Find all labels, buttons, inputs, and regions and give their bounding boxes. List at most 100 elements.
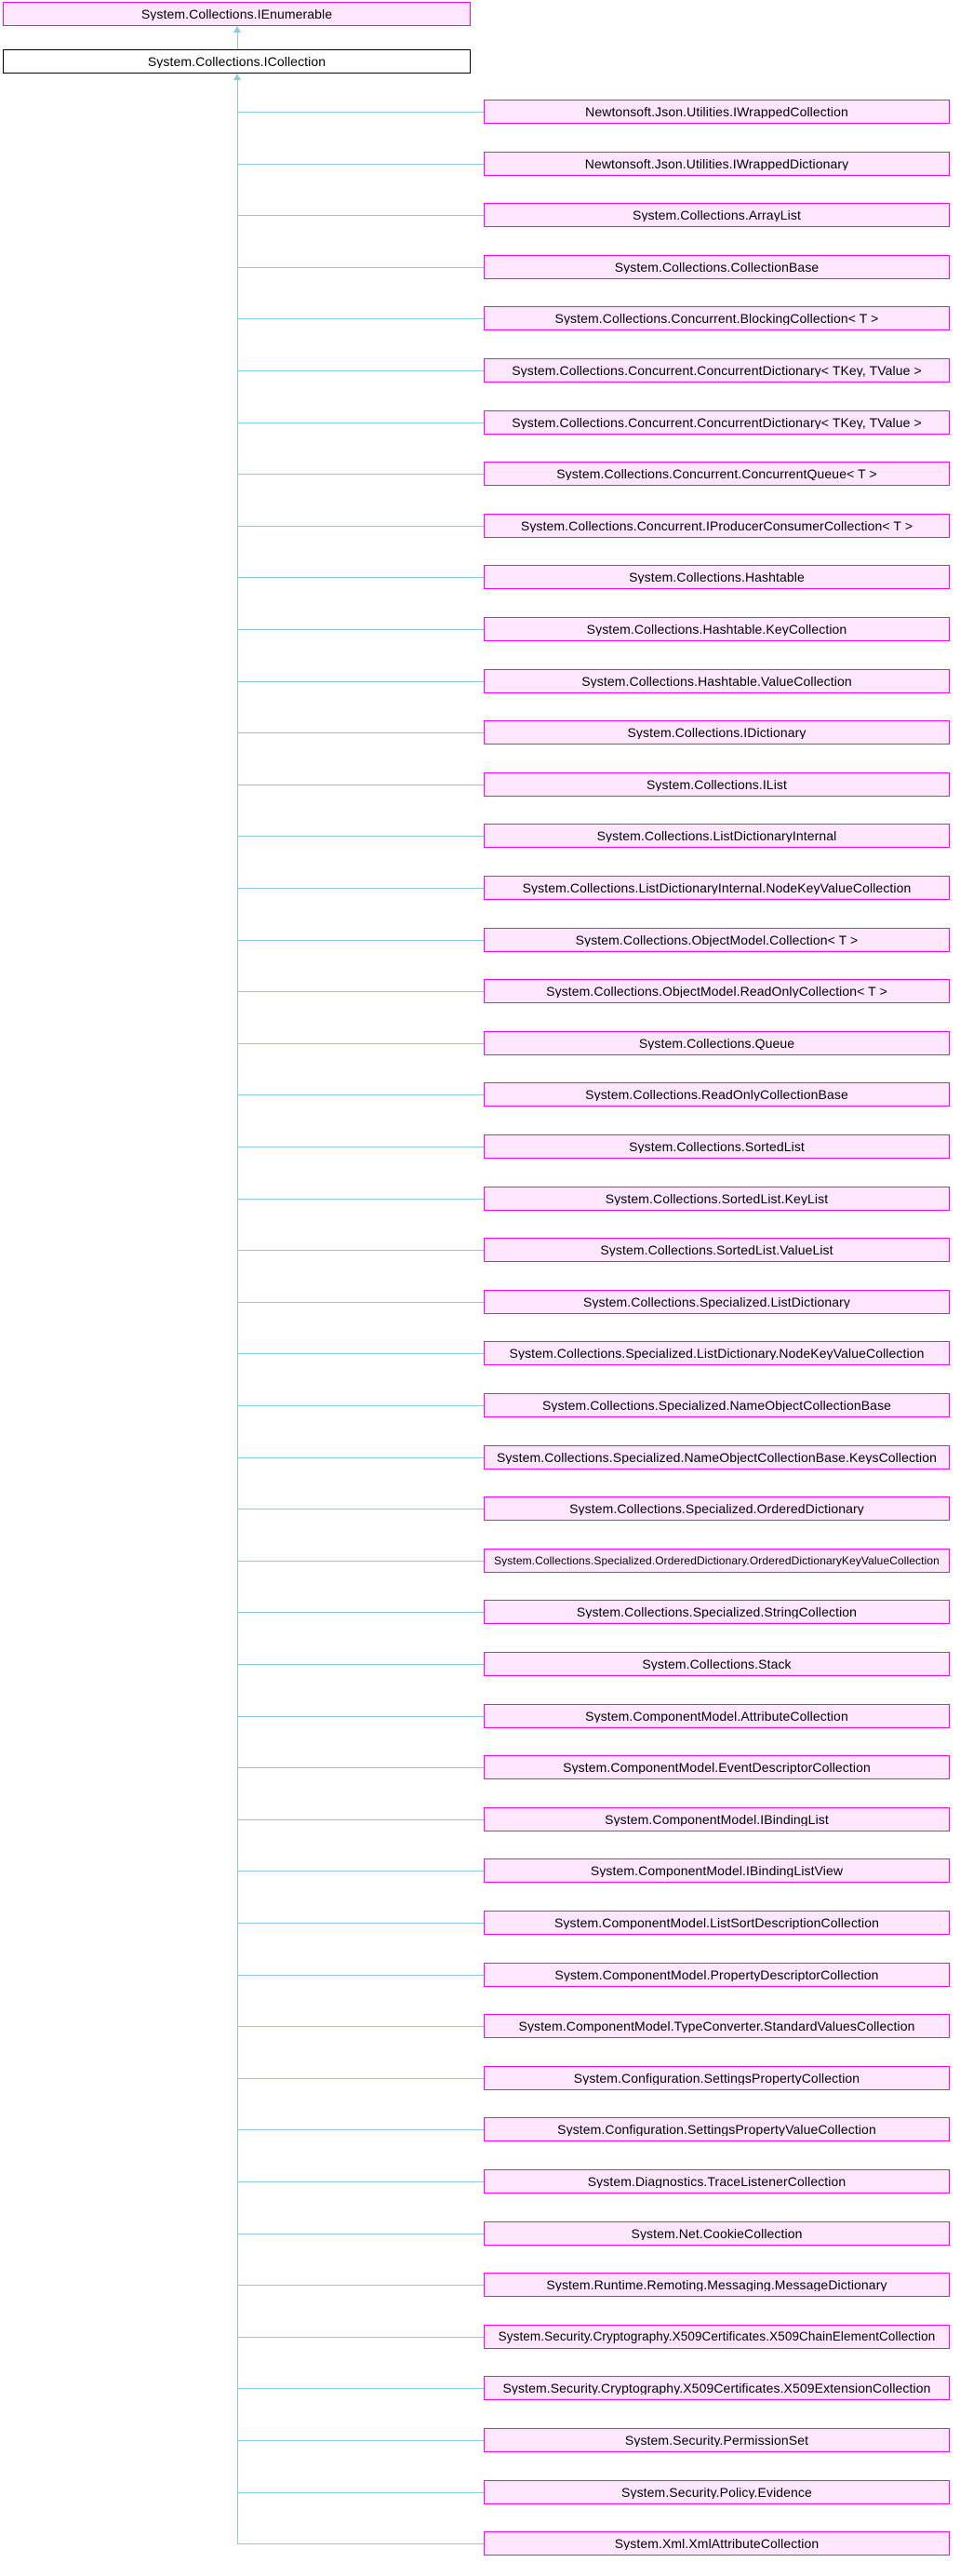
node-label: System.ComponentModel.PropertyDescriptor… bbox=[554, 1968, 879, 1981]
node-derived[interactable]: System.Collections.Specialized.ListDicti… bbox=[484, 1341, 950, 1365]
edge-line bbox=[237, 577, 484, 578]
edge-line bbox=[237, 1819, 484, 1820]
node-derived[interactable]: System.ComponentModel.EventDescriptorCol… bbox=[484, 1755, 950, 1779]
node-derived[interactable]: System.ComponentModel.TypeConverter.Stan… bbox=[484, 2014, 950, 2038]
node-label: System.Collections.ArrayList bbox=[633, 208, 801, 221]
node-label: System.ComponentModel.TypeConverter.Stan… bbox=[518, 2019, 915, 2033]
node-derived[interactable]: System.Collections.SortedList bbox=[484, 1134, 950, 1159]
node-derived[interactable]: System.Collections.Hashtable bbox=[484, 565, 950, 589]
edge-line bbox=[237, 370, 484, 371]
node-derived[interactable]: System.ComponentModel.ListSortDescriptio… bbox=[484, 1911, 950, 1935]
node-base-ienumerable[interactable]: System.Collections.IEnumerable bbox=[3, 2, 471, 26]
node-derived[interactable]: System.Collections.Hashtable.KeyCollecti… bbox=[484, 617, 950, 641]
node-derived[interactable]: System.Collections.Concurrent.Concurrent… bbox=[484, 462, 950, 486]
node-label: System.Collections.Hashtable.KeyCollecti… bbox=[586, 623, 847, 636]
node-label: System.Collections.Specialized.ListDicti… bbox=[509, 1347, 925, 1360]
edge-line bbox=[237, 2440, 484, 2441]
node-label: System.Collections.IEnumerable bbox=[140, 7, 333, 20]
node-derived[interactable]: Newtonsoft.Json.Utilities.IWrappedCollec… bbox=[484, 100, 950, 124]
edge-line bbox=[237, 1405, 484, 1406]
node-current-icollection[interactable]: System.Collections.ICollection bbox=[3, 49, 471, 74]
node-derived[interactable]: System.Runtime.Remoting.Messaging.Messag… bbox=[484, 2273, 950, 2297]
edge-line bbox=[237, 1561, 484, 1562]
node-label: System.Collections.IDictionary bbox=[627, 726, 806, 739]
node-label: System.Collections.ObjectModel.ReadOnlyC… bbox=[546, 985, 887, 998]
edge-line bbox=[237, 112, 484, 113]
edge-line bbox=[237, 2543, 484, 2544]
node-label: System.Security.Policy.Evidence bbox=[621, 2486, 812, 2499]
node-derived[interactable]: System.Collections.Hashtable.ValueCollec… bbox=[484, 669, 950, 693]
node-derived[interactable]: Newtonsoft.Json.Utilities.IWrappedDictio… bbox=[484, 152, 950, 176]
edge-line bbox=[237, 164, 484, 165]
node-label: System.Collections.ReadOnlyCollectionBas… bbox=[585, 1088, 848, 1101]
node-derived[interactable]: System.Collections.IDictionary bbox=[484, 720, 950, 745]
node-derived[interactable]: System.Collections.Specialized.NameObjec… bbox=[484, 1393, 950, 1417]
node-derived[interactable]: System.Collections.Specialized.OrderedDi… bbox=[484, 1549, 950, 1573]
node-derived[interactable]: System.ComponentModel.IBindingList bbox=[484, 1807, 950, 1831]
node-label: System.Collections.ListDictionaryInterna… bbox=[596, 829, 837, 842]
node-label: System.Security.Cryptography.X509Certifi… bbox=[502, 2381, 931, 2395]
node-label: System.Diagnostics.TraceListenerCollecti… bbox=[587, 2175, 846, 2188]
node-derived[interactable]: System.Collections.ObjectModel.ReadOnlyC… bbox=[484, 979, 950, 1003]
node-derived[interactable]: System.Collections.ArrayList bbox=[484, 203, 950, 227]
node-derived[interactable]: System.Collections.Queue bbox=[484, 1031, 950, 1055]
edge-line bbox=[237, 267, 484, 268]
node-label: System.Collections.Specialized.ListDicti… bbox=[583, 1295, 850, 1308]
node-derived[interactable]: System.ComponentModel.PropertyDescriptor… bbox=[484, 1963, 950, 1987]
edge-line bbox=[237, 2285, 484, 2286]
inheritance-arrow-icon bbox=[233, 74, 241, 80]
node-label: Newtonsoft.Json.Utilities.IWrappedDictio… bbox=[584, 157, 849, 170]
node-derived[interactable]: System.Security.Cryptography.X509Certifi… bbox=[484, 2376, 950, 2400]
node-label: System.Collections.Concurrent.IProducerC… bbox=[520, 519, 913, 532]
node-derived[interactable]: System.Collections.SortedList.KeyList bbox=[484, 1187, 950, 1211]
edge-line bbox=[237, 2388, 484, 2389]
node-derived[interactable]: System.Collections.ListDictionaryInterna… bbox=[484, 824, 950, 848]
edge-line bbox=[237, 681, 484, 682]
node-derived[interactable]: System.Net.CookieCollection bbox=[484, 2221, 950, 2246]
node-derived[interactable]: System.Xml.XmlAttributeCollection bbox=[484, 2531, 950, 2556]
node-derived[interactable]: System.Collections.Stack bbox=[484, 1652, 950, 1676]
node-derived[interactable]: System.Configuration.SettingsPropertyCol… bbox=[484, 2066, 950, 2090]
node-label: System.Collections.Specialized.OrderedDi… bbox=[569, 1502, 864, 1515]
edge-line bbox=[237, 940, 484, 941]
node-derived[interactable]: System.Collections.SortedList.ValueList bbox=[484, 1238, 950, 1262]
node-label: System.Collections.Queue bbox=[638, 1037, 795, 1050]
node-derived[interactable]: System.Collections.IList bbox=[484, 772, 950, 797]
node-derived[interactable]: System.Collections.Specialized.ListDicti… bbox=[484, 1290, 950, 1314]
node-label: System.Collections.Specialized.StringCol… bbox=[576, 1605, 858, 1618]
node-derived[interactable]: System.Security.Cryptography.X509Certifi… bbox=[484, 2325, 950, 2349]
edge-line bbox=[237, 2492, 484, 2493]
node-label: System.Collections.Concurrent.BlockingCo… bbox=[554, 312, 879, 325]
node-label: System.Collections.ObjectModel.Collectio… bbox=[575, 933, 859, 946]
edge-line bbox=[237, 1612, 484, 1613]
node-label: System.Collections.IList bbox=[646, 778, 787, 791]
node-derived[interactable]: System.ComponentModel.AttributeCollectio… bbox=[484, 1704, 950, 1728]
node-derived[interactable]: System.Collections.Specialized.OrderedDi… bbox=[484, 1496, 950, 1521]
node-derived[interactable]: System.Collections.ObjectModel.Collectio… bbox=[484, 928, 950, 952]
node-derived[interactable]: System.Collections.Concurrent.IProducerC… bbox=[484, 514, 950, 538]
node-label: System.ComponentModel.IBindingListView bbox=[590, 1864, 844, 1877]
node-derived[interactable]: System.Configuration.SettingsPropertyVal… bbox=[484, 2117, 950, 2141]
node-derived[interactable]: System.Collections.Concurrent.BlockingCo… bbox=[484, 306, 950, 330]
node-derived[interactable]: System.Collections.CollectionBase bbox=[484, 255, 950, 279]
node-derived[interactable]: System.Security.Policy.Evidence bbox=[484, 2480, 950, 2504]
edge-line bbox=[237, 1664, 484, 1665]
node-derived[interactable]: System.Security.PermissionSet bbox=[484, 2428, 950, 2452]
edge-line bbox=[237, 1043, 484, 1044]
node-derived[interactable]: System.Collections.Specialized.StringCol… bbox=[484, 1600, 950, 1624]
node-derived[interactable]: System.Collections.Concurrent.Concurrent… bbox=[484, 358, 950, 382]
node-derived[interactable]: System.Diagnostics.TraceListenerCollecti… bbox=[484, 2169, 950, 2194]
edge-line bbox=[237, 215, 484, 216]
node-derived[interactable]: System.Collections.Specialized.NameObjec… bbox=[484, 1445, 950, 1469]
edge-line bbox=[237, 732, 484, 733]
node-derived[interactable]: System.Collections.ListDictionaryInterna… bbox=[484, 876, 950, 900]
node-derived[interactable]: System.Collections.ReadOnlyCollectionBas… bbox=[484, 1082, 950, 1107]
node-label: System.Collections.Concurrent.Concurrent… bbox=[512, 416, 922, 429]
node-label: System.Collections.Hashtable.ValueCollec… bbox=[581, 675, 852, 688]
node-label: System.Runtime.Remoting.Messaging.Messag… bbox=[546, 2278, 887, 2291]
edge-line bbox=[237, 991, 484, 992]
node-derived[interactable]: System.Collections.Concurrent.Concurrent… bbox=[484, 410, 950, 435]
edge-line bbox=[237, 1923, 484, 1924]
node-derived[interactable]: System.ComponentModel.IBindingListView bbox=[484, 1858, 950, 1883]
